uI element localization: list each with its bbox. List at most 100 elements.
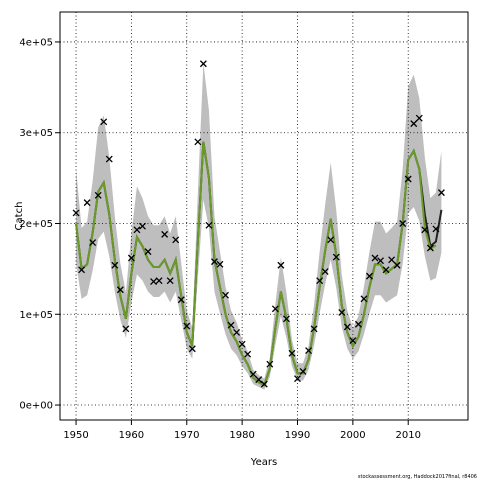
- observed-point: [122, 325, 130, 333]
- observed-point: [421, 226, 429, 234]
- point-cross: [421, 226, 429, 234]
- point-cross: [233, 328, 241, 336]
- point-cross: [282, 315, 290, 323]
- point-cross: [360, 295, 368, 303]
- point-cross: [100, 118, 108, 126]
- point-cross: [426, 244, 434, 252]
- observed-point: [255, 376, 263, 384]
- point-cross: [155, 277, 163, 285]
- point-cross: [310, 325, 318, 333]
- point-cross: [216, 260, 224, 268]
- point-cross: [288, 349, 296, 357]
- point-cross: [139, 222, 146, 230]
- point-cross: [371, 254, 379, 262]
- observed-point: [205, 221, 213, 229]
- observed-point: [377, 257, 384, 265]
- point-cross: [260, 380, 268, 388]
- point-cross: [266, 360, 274, 368]
- point-cross: [177, 296, 185, 304]
- point-cross: [172, 236, 180, 244]
- point-cross: [210, 258, 218, 266]
- point-cross: [305, 347, 313, 355]
- point-cross: [382, 266, 390, 274]
- y-axis-label: Catch: [14, 202, 25, 231]
- observed-point: [432, 225, 440, 233]
- observed-point: [210, 258, 218, 266]
- y-tick-label: 4e+05: [19, 37, 53, 48]
- observed-point: [144, 248, 152, 256]
- observed-point: [382, 266, 390, 274]
- x-tick-label: 2000: [340, 430, 365, 441]
- y-tick-label: 1e+05: [19, 310, 53, 321]
- observed-point: [244, 350, 252, 358]
- observed-point: [388, 256, 396, 264]
- observed-point: [349, 337, 357, 345]
- observed-point: [343, 323, 351, 331]
- point-cross: [133, 226, 141, 234]
- point-cross: [144, 248, 152, 256]
- observed-point: [72, 209, 80, 217]
- x-tick-label: 2010: [395, 430, 420, 441]
- point-cross: [238, 340, 246, 348]
- point-cross: [404, 175, 412, 183]
- observed-point: [216, 260, 224, 268]
- observed-point: [415, 114, 423, 122]
- observed-point: [188, 345, 196, 353]
- observed-point: [327, 236, 335, 244]
- point-cross: [222, 291, 229, 299]
- point-cross: [410, 120, 418, 128]
- observed-point: [172, 236, 180, 244]
- point-cross: [349, 337, 357, 345]
- x-axis-label: Years: [250, 457, 277, 468]
- point-cross: [393, 261, 401, 269]
- observed-point: [360, 295, 368, 303]
- point-cross: [127, 254, 135, 262]
- observed-point: [89, 239, 97, 247]
- point-cross: [415, 114, 423, 122]
- observed-point: [288, 349, 296, 357]
- observed-point: [271, 305, 279, 313]
- point-cross: [332, 253, 340, 261]
- point-cross: [72, 209, 80, 217]
- observed-point: [233, 328, 241, 336]
- observed-point: [260, 380, 268, 388]
- y-tick-label: 0e+00: [19, 401, 53, 412]
- point-cross: [321, 268, 329, 276]
- observed-point: [366, 272, 373, 280]
- point-cross: [150, 278, 158, 286]
- point-cross: [244, 350, 252, 358]
- observed-point: [194, 138, 202, 146]
- observed-point: [277, 261, 285, 269]
- point-cross: [294, 375, 301, 383]
- point-cross: [83, 199, 91, 207]
- observed-point: [111, 261, 119, 269]
- observed-point: [133, 226, 141, 234]
- observed-point: [139, 222, 146, 230]
- point-cross: [316, 277, 324, 285]
- point-cross: [89, 239, 97, 247]
- point-cross: [327, 236, 335, 244]
- observed-point: [155, 277, 163, 285]
- point-cross: [388, 256, 396, 264]
- observed-point: [282, 315, 290, 323]
- observed-point: [116, 286, 124, 294]
- x-tick-label: 1990: [285, 430, 310, 441]
- observed-point: [78, 266, 86, 274]
- plot-frame: [59, 11, 469, 421]
- point-cross: [437, 189, 445, 197]
- point-cross: [166, 277, 174, 285]
- point-cross: [116, 286, 124, 294]
- observed-point: [127, 254, 135, 262]
- point-cross: [354, 320, 362, 328]
- observed-point: [150, 278, 158, 286]
- point-cross: [122, 325, 130, 333]
- caption: stockassessment.org, Haddock2017final, r…: [358, 474, 477, 480]
- point-cross: [205, 221, 213, 229]
- observed-point: [354, 320, 362, 328]
- point-cross: [366, 272, 373, 280]
- x-tick-label: 1970: [174, 430, 199, 441]
- x-tick-label: 1960: [119, 430, 144, 441]
- observed-point: [305, 347, 313, 355]
- observed-point: [227, 321, 235, 329]
